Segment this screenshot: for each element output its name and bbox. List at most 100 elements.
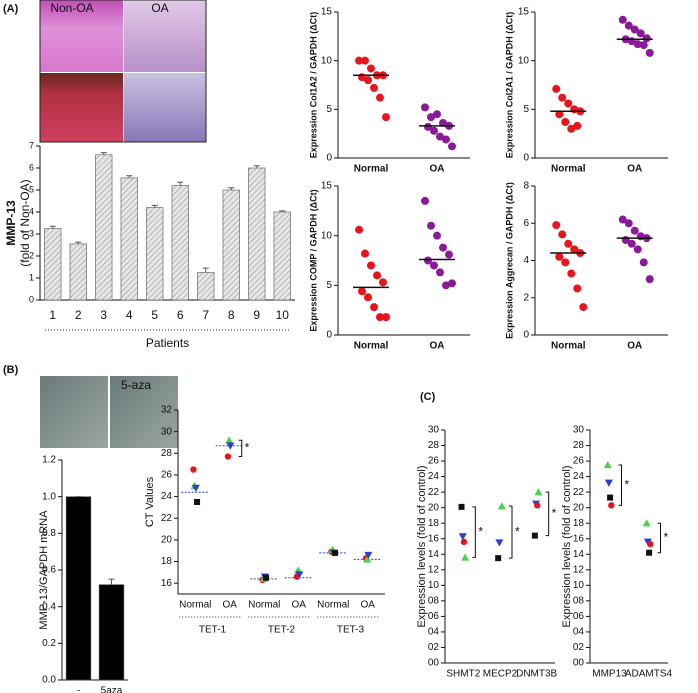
x-tick-label: 5 (151, 308, 158, 322)
point (642, 519, 651, 527)
bar (98, 584, 125, 681)
point (627, 239, 636, 248)
bar (65, 496, 92, 681)
y-tick-label: 20 (573, 502, 585, 513)
annotation: * (478, 524, 483, 538)
y-tick-label: 12 (573, 564, 585, 575)
point (646, 549, 653, 556)
y-tick-label: 22 (573, 487, 585, 498)
point (552, 84, 561, 93)
y-tick-label: 06 (573, 611, 585, 622)
y-tick-label: 5 (523, 104, 529, 115)
y-tick-label: 0 (326, 153, 332, 164)
point (370, 83, 378, 92)
y-tick-label: 4 (29, 206, 34, 216)
bar (120, 177, 138, 301)
y-tick-label: 0.8 (42, 528, 56, 539)
bar (171, 185, 189, 301)
bracket (618, 464, 622, 506)
point (630, 25, 639, 34)
y-tick-label: 10 (321, 55, 333, 66)
point (642, 34, 651, 43)
x-axis-title: Patients (146, 336, 189, 350)
x-tick-label: 8 (228, 308, 235, 322)
point (645, 275, 654, 284)
point (567, 124, 576, 133)
point (570, 245, 579, 254)
y-tick-label: 10 (428, 580, 440, 591)
point (436, 268, 444, 277)
point (382, 113, 390, 122)
point (370, 303, 378, 312)
point (567, 269, 576, 278)
point (225, 436, 234, 444)
y-tick-label: 16 (161, 578, 173, 589)
point (445, 250, 453, 259)
point (376, 93, 384, 102)
y-tick-label: 22 (161, 513, 173, 524)
point (430, 126, 438, 135)
x-tick-label: 9 (253, 308, 260, 322)
y-axis-title: Expression COMP / GAPDH (ΔCt) (308, 189, 318, 331)
y-tick-label: 10 (573, 580, 585, 591)
point (624, 21, 633, 30)
point (367, 261, 375, 270)
group-label: TET-2 (268, 625, 296, 636)
image-label: 5-aza (121, 378, 151, 392)
point (497, 502, 506, 510)
point (355, 56, 363, 65)
point (376, 313, 384, 322)
point (364, 551, 373, 560)
annotation: * (625, 477, 630, 491)
y-tick-label: 0 (29, 294, 34, 304)
y-tick-label: 22 (428, 487, 440, 498)
point (495, 555, 502, 562)
y-tick-label: 30 (161, 426, 173, 437)
point (645, 48, 654, 57)
point (427, 113, 435, 122)
point (630, 226, 639, 235)
y-tick-label: 26 (573, 456, 585, 467)
image-label: OA (151, 1, 168, 15)
point (647, 540, 654, 548)
bar (273, 211, 291, 301)
y-tick-label: 18 (428, 518, 440, 529)
y-tick-label: 00 (428, 658, 440, 669)
panel-label: (B) (3, 364, 19, 376)
x-tick-label: Normal (551, 341, 586, 352)
y-tick-label: 02 (573, 642, 585, 653)
point (367, 64, 375, 73)
y-tick-label: 3 (29, 228, 34, 238)
x-tick-label: 5aza (101, 686, 123, 693)
y-tick-label: 24 (573, 471, 585, 482)
y-tick-label: 28 (573, 440, 585, 451)
point (561, 258, 570, 267)
bar (248, 167, 266, 301)
y-tick-label: 08 (428, 596, 440, 607)
y-tick-label: 1 (29, 272, 34, 282)
y-axis-title: Expression levels (fold of control) (561, 465, 573, 627)
y-tick-label: 28 (161, 448, 173, 459)
x-tick-label: ADAMTS4 (625, 669, 673, 680)
bar (69, 243, 87, 301)
point (607, 494, 614, 501)
annotation: * (515, 524, 520, 538)
x-tick-label: 1 (49, 308, 56, 322)
image-frame (39, 0, 207, 143)
histology-image (124, 73, 206, 142)
x-tick-label: 4 (126, 308, 133, 322)
point (355, 225, 363, 234)
y-axis-title: MMP-13 (4, 200, 18, 246)
point (639, 41, 648, 50)
image-label: Non-OA (50, 1, 93, 15)
point (579, 303, 588, 312)
panel-label: (A) (3, 3, 19, 15)
y-tick-label: 0.0 (42, 675, 56, 686)
y-tick-label: 26 (161, 470, 173, 481)
y-axis-title: (fold of Non-OA) (18, 179, 32, 266)
y-tick-label: 8 (523, 181, 529, 192)
point (558, 93, 567, 102)
error-bar (279, 210, 286, 212)
y-axis-title: Expression Col2A1 / GAPDH (ΔCt) (504, 12, 514, 159)
annotation: * (664, 530, 669, 544)
